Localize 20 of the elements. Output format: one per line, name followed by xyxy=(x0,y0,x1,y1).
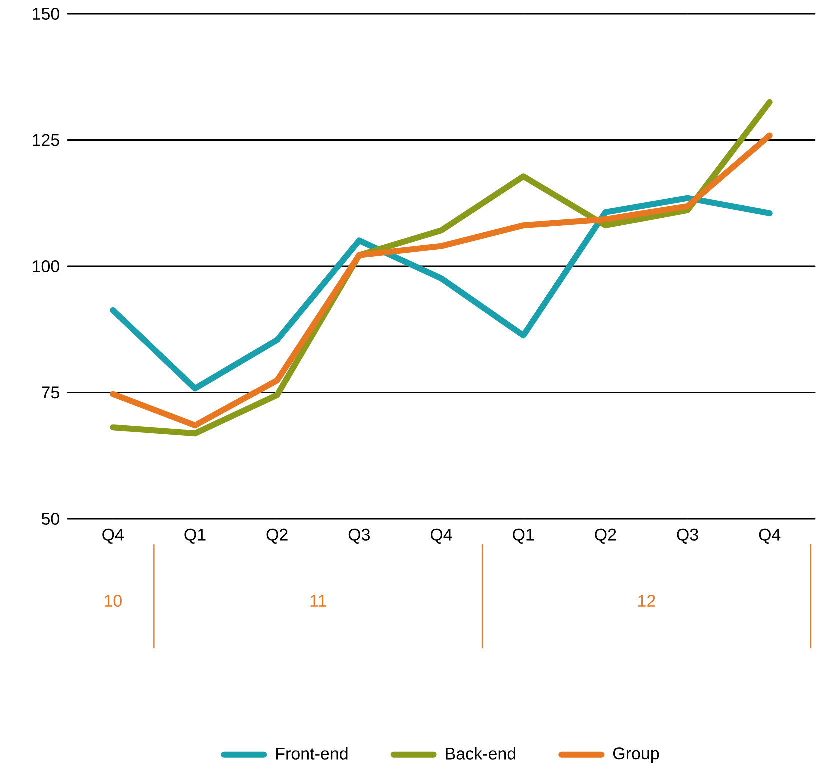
x-tick-label: Q1 xyxy=(513,528,534,544)
x-tick-label: Q1 xyxy=(184,528,206,544)
text: 11 xyxy=(310,595,326,607)
y-tick-label: 75 xyxy=(42,386,60,399)
x-tick-label: Q2 xyxy=(266,528,288,544)
y-tick-label: 50 xyxy=(42,512,60,526)
y-tick-label: 150 xyxy=(33,8,60,20)
y-tick-label: 100 xyxy=(33,260,60,273)
x-tick-label: Q4 xyxy=(430,528,452,544)
x-tick-label: Q2 xyxy=(595,528,616,544)
legend-label: Group xyxy=(613,748,660,764)
text: 12 xyxy=(638,595,656,607)
x-tick-label: Q4 xyxy=(102,528,124,544)
y-tick-label: 125 xyxy=(33,134,60,146)
legend-label: Back-end xyxy=(446,747,516,760)
x-tick-label: Q4 xyxy=(759,528,781,544)
x-tick-label: Q3 xyxy=(348,528,370,544)
x-tick-label: Q3 xyxy=(677,528,698,544)
legend-label: Front-end xyxy=(276,747,348,760)
text: 10 xyxy=(104,594,122,608)
